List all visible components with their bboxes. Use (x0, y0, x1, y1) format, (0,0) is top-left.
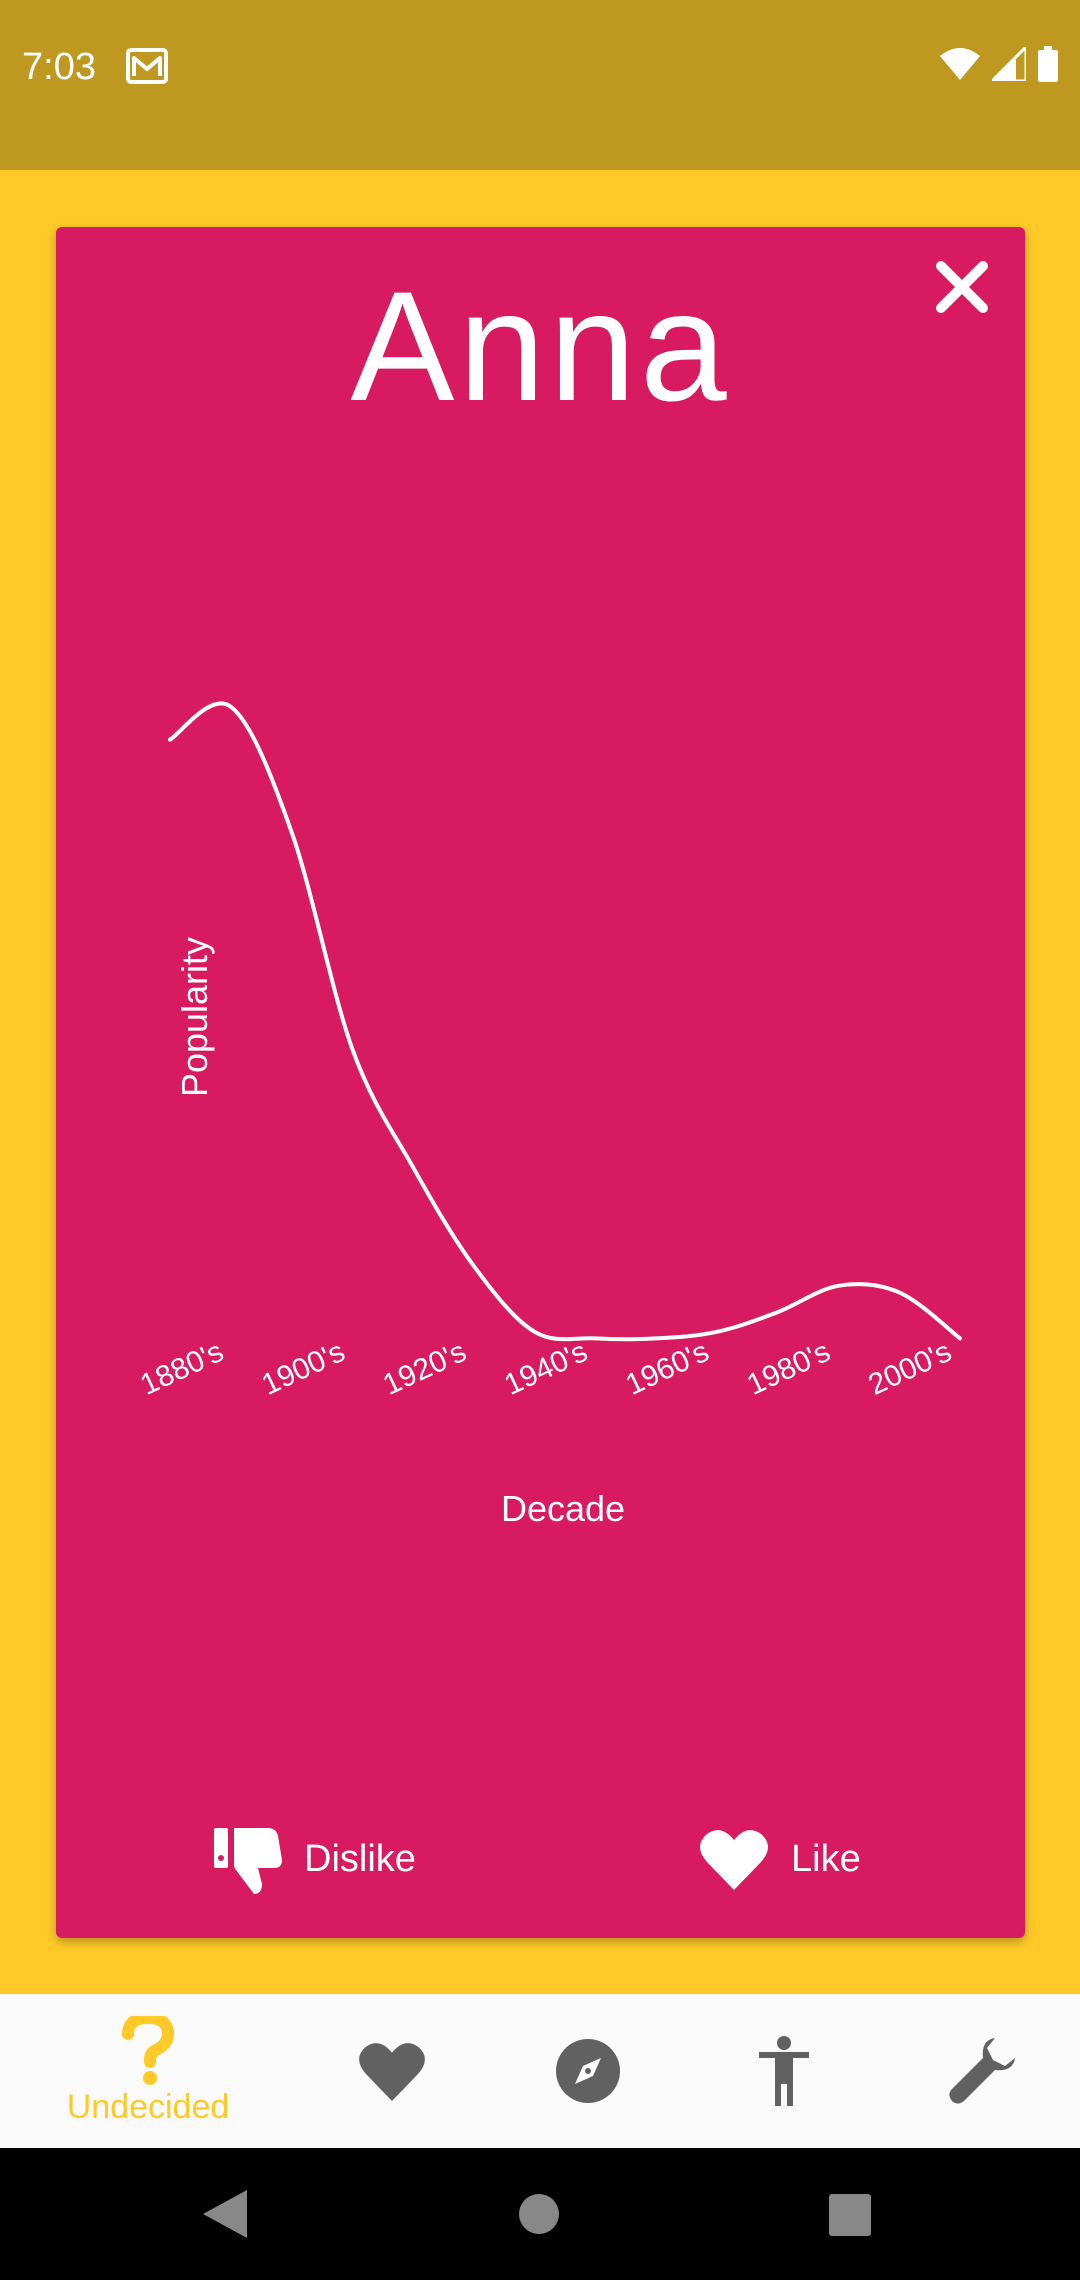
person-icon (759, 2036, 809, 2106)
status-time: 7:03 (22, 46, 96, 88)
dislike-label: Dislike (304, 1837, 416, 1880)
x-tick-label: 1880's (135, 1335, 228, 1402)
thumbs-down-icon (214, 1828, 282, 1894)
system-navigation-bar (0, 2148, 1080, 2280)
x-tick-labels: 1880's 1900's 1920's 1940's 1960's 1980's 2000… (135, 1335, 956, 1402)
like-button[interactable]: Like (699, 1819, 861, 1899)
signal-icon (992, 47, 1026, 81)
x-tick-label: 1900's (257, 1335, 350, 1402)
bottom-navigation: Undecided (0, 1994, 1080, 2148)
name-card[interactable]: Anna 1880's 1900's 1920's 1940's 1960's 1980'… (56, 227, 1025, 1938)
status-bar: 7:03 (0, 0, 1080, 170)
nav-person[interactable] (676, 1994, 892, 2148)
x-axis-label: Decade (501, 1488, 625, 1529)
battery-icon (1038, 46, 1058, 82)
heart-icon (700, 1830, 768, 1890)
x-tick-label: 1960's (621, 1335, 714, 1402)
nav-undecided-label: Undecided (66, 2087, 230, 2126)
heart-icon (359, 2043, 425, 2101)
series-line (168, 701, 962, 1342)
nav-settings[interactable] (874, 1994, 1080, 2148)
popularity-chart: 1880's 1900's 1920's 1940's 1960's 1980's 2000… (135, 701, 962, 1529)
compass-icon (556, 2039, 620, 2103)
back-icon[interactable] (203, 2190, 247, 2238)
question-icon (122, 2015, 174, 2085)
x-tick-label: 1940's (499, 1335, 592, 1402)
x-tick-label: 1920's (378, 1335, 471, 1402)
status-icons (940, 46, 1058, 82)
dislike-button[interactable]: Dislike (214, 1819, 416, 1899)
close-icon[interactable] (935, 260, 989, 314)
x-tick-label: 1980's (742, 1335, 835, 1402)
nav-undecided[interactable]: Undecided (40, 1994, 256, 2148)
recents-icon[interactable] (829, 2194, 871, 2236)
name-title: Anna (350, 260, 731, 434)
nav-liked[interactable] (284, 1994, 500, 2148)
x-tick-label: 2000's (863, 1335, 956, 1402)
wrench-icon (949, 2038, 1015, 2104)
wifi-icon (940, 48, 980, 80)
home-icon[interactable] (518, 2193, 560, 2235)
nav-explore[interactable] (480, 1994, 696, 2148)
like-label: Like (791, 1837, 861, 1880)
gmail-icon (126, 48, 168, 84)
y-axis-label: Popularity (174, 937, 215, 1097)
